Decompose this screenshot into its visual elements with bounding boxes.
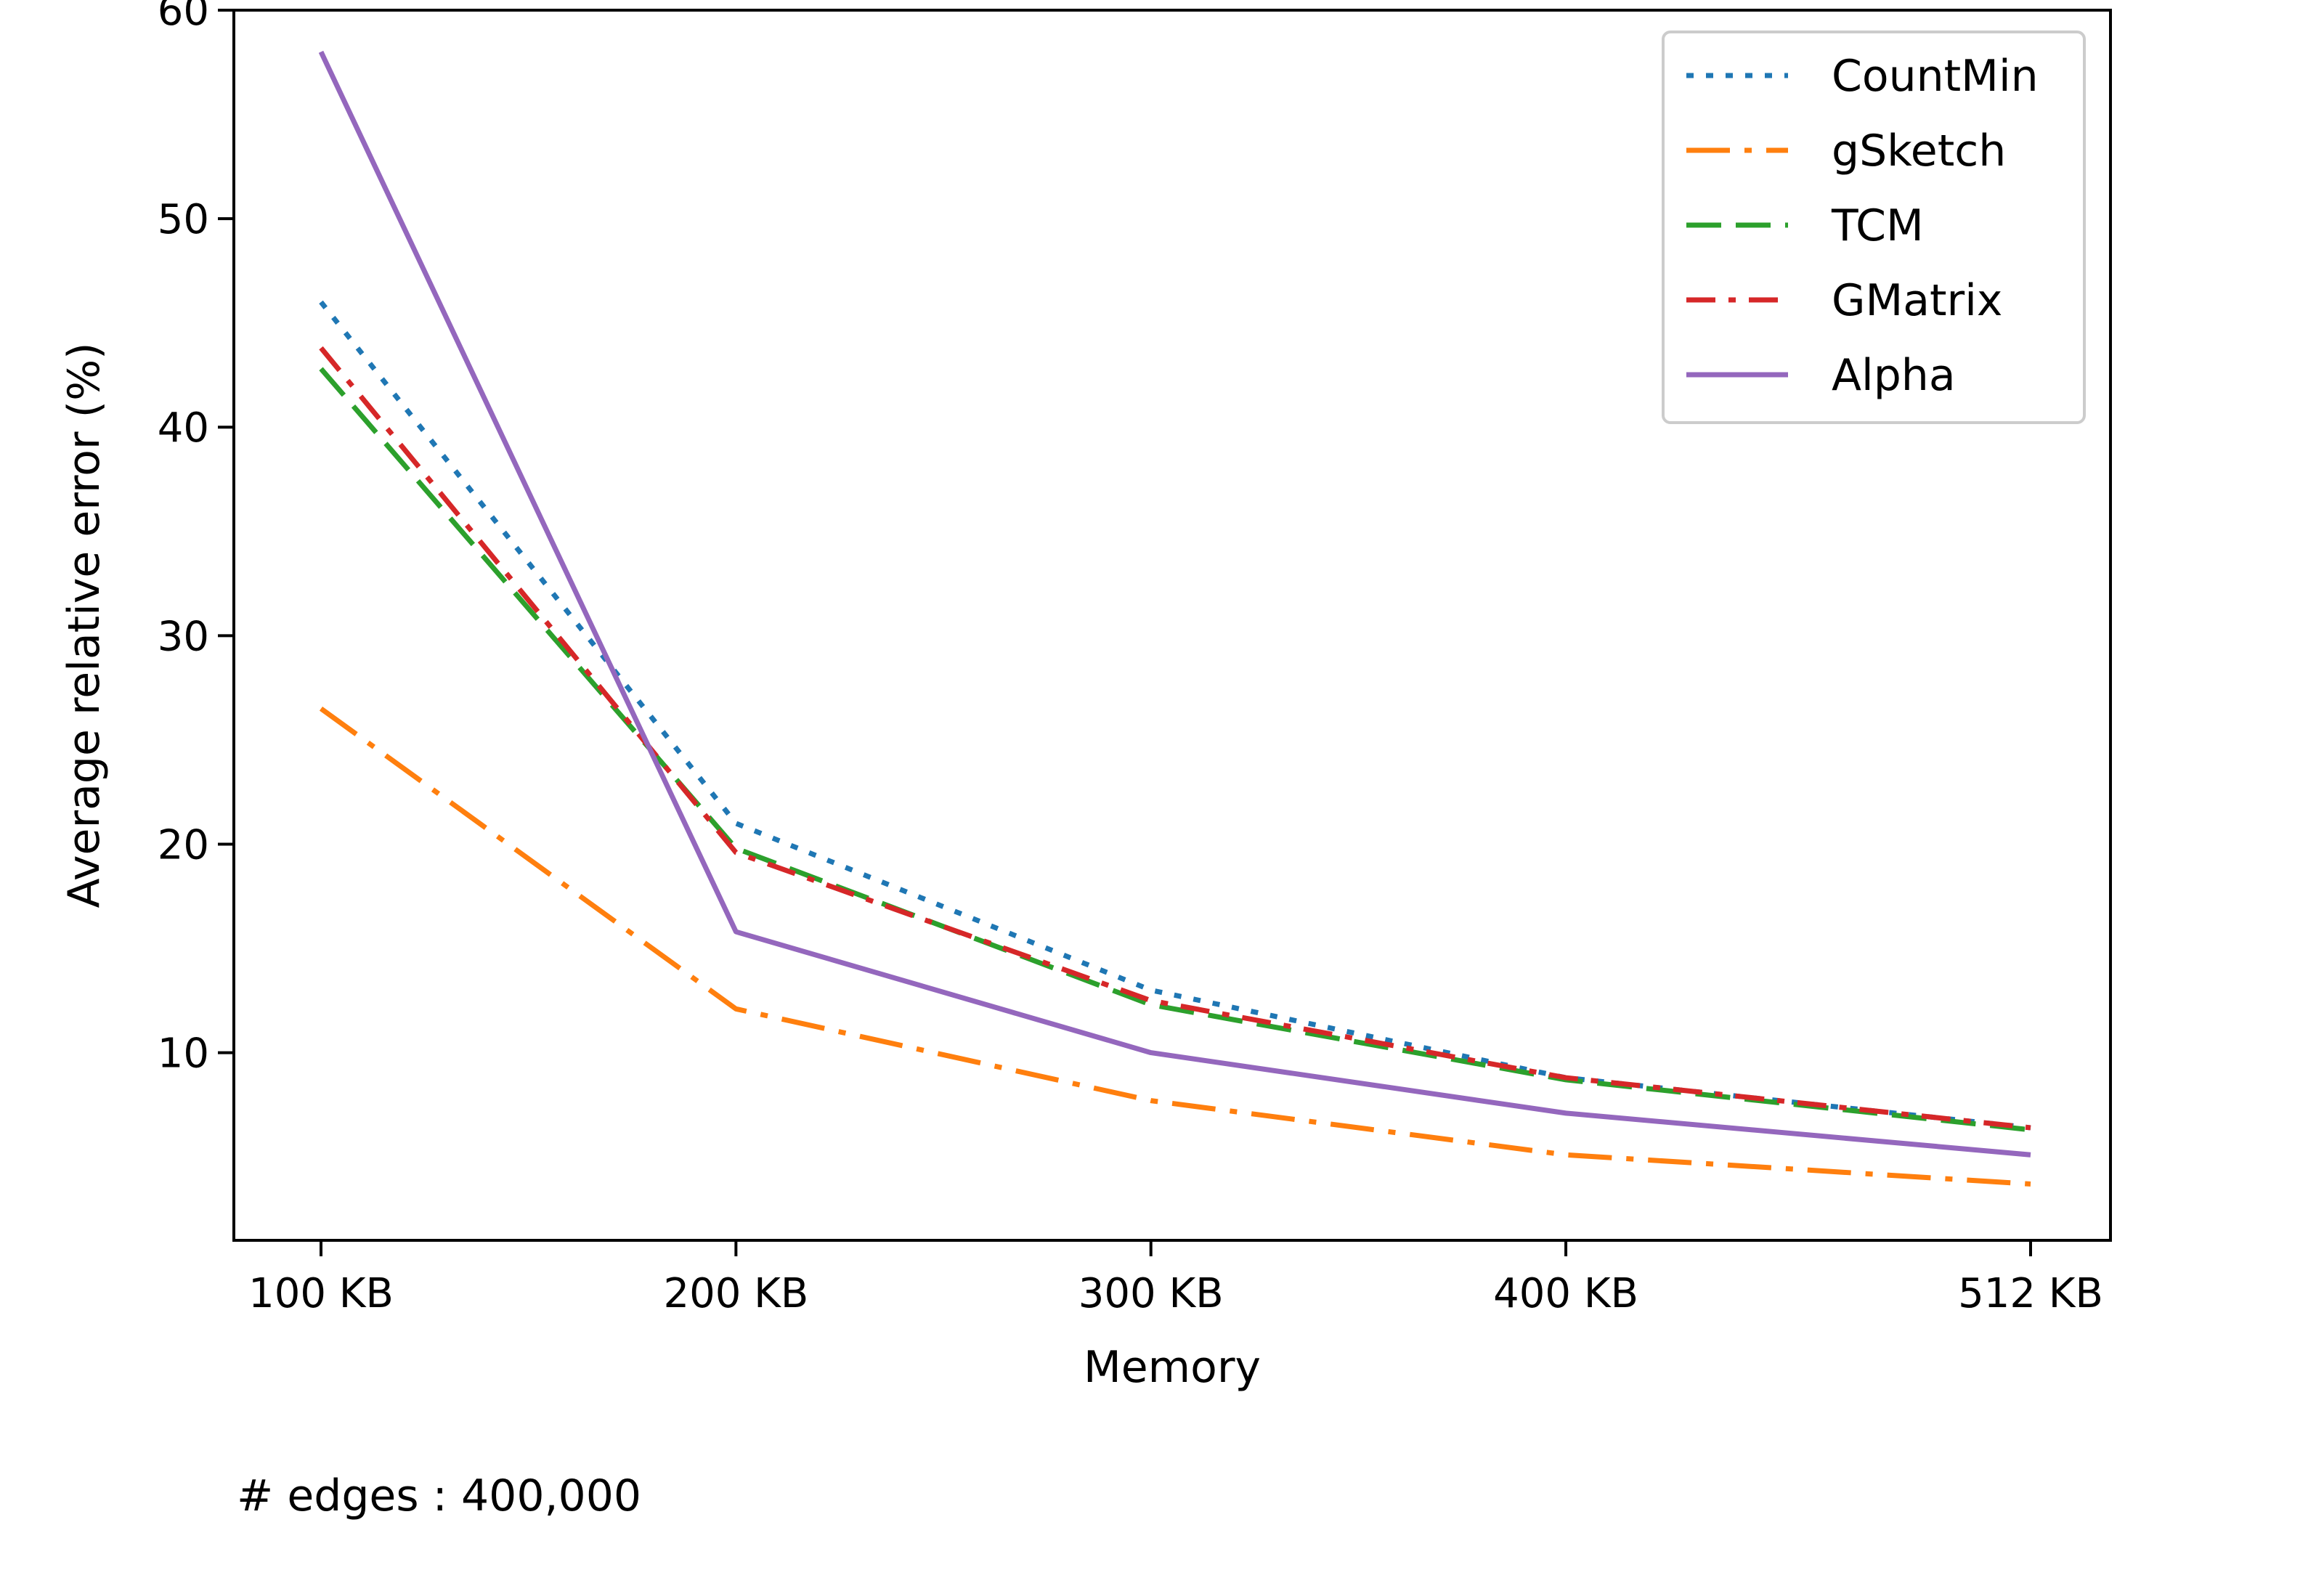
legend-label-gmatrix: GMatrix <box>1832 275 2002 326</box>
y-tick-label: 10 <box>158 1030 209 1078</box>
y-tick-label: 30 <box>158 613 209 660</box>
series-line-countmin <box>319 300 2031 1131</box>
legend-frame <box>1662 30 2086 424</box>
x-tick-label: 300 KB <box>1078 1270 1224 1317</box>
series-line-gsketch <box>319 707 2031 1187</box>
legend-label-alpha: Alpha <box>1832 350 1956 401</box>
edges-annotation: # edges : 400,000 <box>237 1471 641 1521</box>
x-axis-label: Memory <box>1084 1342 1261 1393</box>
legend-label-countmin: CountMin <box>1832 51 2039 102</box>
plot-area-frame <box>232 9 2112 1242</box>
y-tick-label: 50 <box>158 196 209 243</box>
series-line-tcm <box>319 367 2031 1133</box>
y-axis: 10 20 30 40 50 60 <box>158 0 234 1078</box>
x-axis: 100 KB 200 KB 300 KB 400 KB 512 KB <box>248 1240 2103 1317</box>
x-tick-label: 400 KB <box>1493 1270 1638 1317</box>
legend: CountMin gSketch TCM GMatrix Alpha <box>1662 30 2086 424</box>
x-tick-label: 100 KB <box>248 1270 394 1317</box>
legend-label-tcm: TCM <box>1831 200 1924 251</box>
y-axis-label: Average relative error (%) <box>59 342 110 908</box>
legend-label-gsketch: gSketch <box>1832 126 2006 176</box>
x-tick-label: 200 KB <box>663 1270 808 1317</box>
y-tick-label: 20 <box>158 821 209 869</box>
plot-lines <box>318 50 2031 1187</box>
y-tick-label: 40 <box>158 404 209 452</box>
series-line-gmatrix <box>319 346 2031 1131</box>
y-tick-label: 60 <box>158 0 209 35</box>
x-tick-label: 512 KB <box>1958 1270 2103 1317</box>
